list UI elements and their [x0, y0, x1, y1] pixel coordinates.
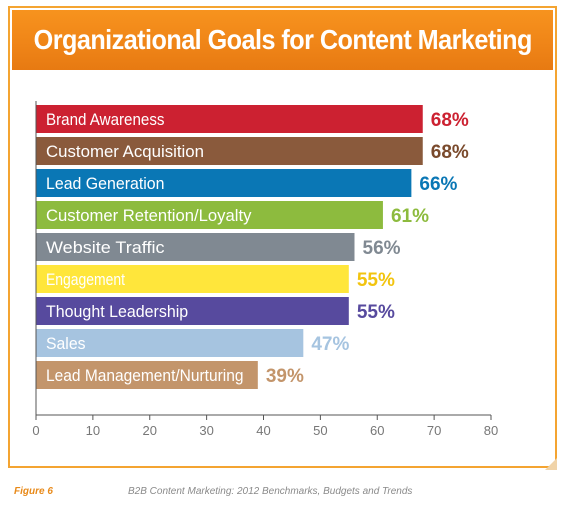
bar: [36, 137, 423, 165]
bar-category-label: Lead Generation: [46, 174, 165, 193]
page-fold-corner: [545, 458, 557, 470]
bar-category-label: Customer Acquisition: [46, 142, 204, 161]
bar-value-label: 55%: [357, 302, 395, 323]
bar-value-label: 66%: [419, 174, 457, 195]
x-tick-label: 0: [32, 423, 39, 438]
bar: [36, 105, 423, 133]
x-tick-label: 80: [484, 423, 498, 438]
chart-title: Organizational Goals for Content Marketi…: [33, 24, 532, 55]
x-tick-label: 40: [256, 423, 270, 438]
figure-number: Figure 6: [14, 486, 53, 497]
bar: [36, 201, 383, 229]
bar: [36, 329, 304, 357]
bar: [36, 361, 258, 389]
bar-value-label: 68%: [431, 142, 469, 163]
x-tick-label: 10: [86, 423, 100, 438]
bar-category-label: Sales: [46, 334, 86, 353]
bar-category-label: Engagement: [46, 270, 125, 289]
x-tick-label: 60: [370, 423, 384, 438]
bar: [36, 169, 412, 197]
bar-value-label: 56%: [363, 238, 401, 259]
x-tick-label: 70: [427, 423, 441, 438]
title-bar: Organizational Goals for Content Marketi…: [10, 8, 555, 72]
bar-category-label: Customer Retention/Loyalty: [46, 206, 252, 225]
bar-category-label: Website Traffic: [46, 238, 165, 257]
bar: [36, 233, 355, 261]
bar-value-label: 47%: [311, 334, 349, 355]
figure-source: B2B Content Marketing: 2012 Benchmarks, …: [128, 486, 413, 497]
x-tick-label: 20: [143, 423, 157, 438]
x-tick-label: 30: [199, 423, 213, 438]
bar-value-label: 55%: [357, 270, 395, 291]
bar-value-label: 39%: [266, 366, 304, 387]
bar-category-label: Lead Management/Nurturing: [46, 366, 244, 385]
bar: [36, 265, 349, 293]
bar-value-label: 68%: [431, 110, 469, 131]
bar: [36, 297, 349, 325]
bar-category-label: Thought Leadership: [46, 302, 188, 321]
bar-category-label: Brand Awareness: [46, 110, 165, 129]
bar-value-label: 61%: [391, 206, 429, 227]
x-tick-label: 50: [313, 423, 327, 438]
